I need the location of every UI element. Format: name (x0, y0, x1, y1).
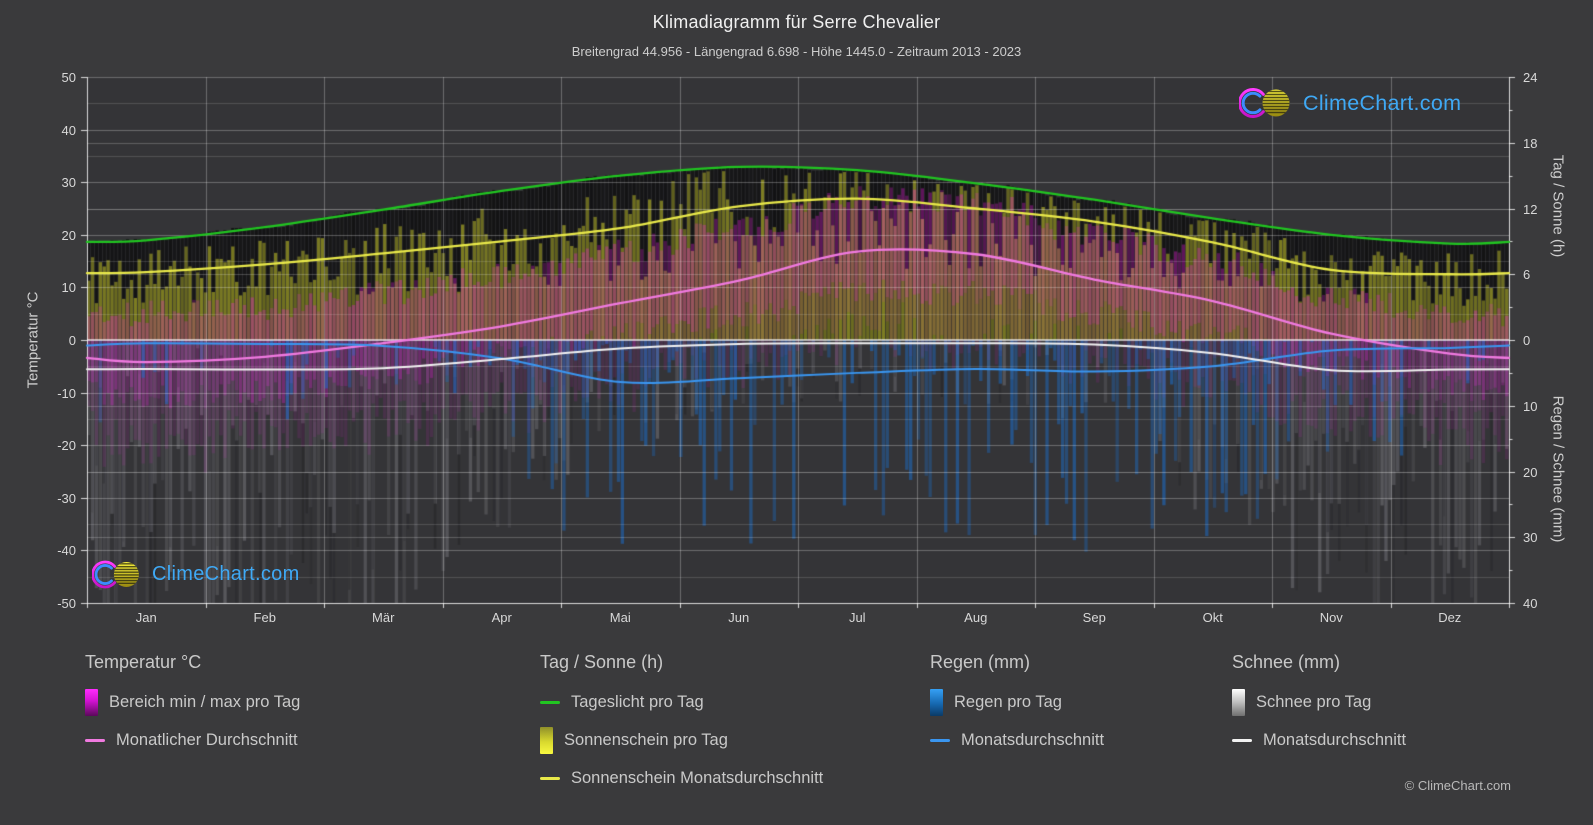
y-axis-tick-label-temperature: -10 (57, 385, 76, 401)
y-axis-tick-label-temperature: 30 (61, 175, 76, 191)
y-axis-tick-label-sun-hours: 6 (1523, 267, 1531, 283)
legend-group-title: Tag / Sonne (h) (540, 652, 664, 672)
climechart-logo-icon (1239, 88, 1290, 118)
legend-item: Monatlicher Durchschnitt (85, 726, 300, 754)
climechart-logo-top-right: ClimeChart.com (1239, 83, 1461, 123)
legend-swatch-line-blue (930, 738, 950, 742)
climechart-logo-text: ClimeChart.com (1303, 90, 1462, 115)
y-axis-tick-label-temperature: -50 (57, 596, 76, 611)
climechart-logo-icon (92, 560, 139, 589)
y-axis-tick-label-sun-hours: 24 (1523, 70, 1538, 85)
y-axis-title-day-sun: Tag / Sonne (h) (1549, 154, 1567, 258)
climechart-logo-text: ClimeChart.com (152, 563, 300, 585)
y-axis-tick-label-precip-mm: 10 (1523, 398, 1538, 414)
y-axis-tick-label-precip-mm: 20 (1523, 464, 1538, 480)
x-axis-month-label: Aug (964, 610, 988, 625)
legend-item-label: Monatlicher Durchschnitt (116, 730, 298, 749)
legend-item: Sonnenschein pro Tag (540, 726, 823, 754)
legend-swatch-grad-magenta (85, 688, 98, 716)
legend-item-label: Sonnenschein Monatsdurchschnitt (571, 768, 824, 787)
legend-item-label: Sonnenschein pro Tag (564, 730, 728, 749)
y-axis-tick-label-sun-hours: 0 (1523, 333, 1531, 348)
y-axis-tick-label-temperature: -20 (57, 438, 76, 454)
y-axis-tick-label-temperature: 20 (61, 227, 76, 243)
page-subtitle: Breitengrad 44.956 - Längengrad 6.698 - … (571, 44, 1022, 59)
x-axis-month-label: Mär (372, 610, 395, 625)
legend-item-label: Tageslicht pro Tag (571, 692, 704, 711)
x-axis-month-label: Mai (609, 610, 631, 625)
legend-item-label: Regen pro Tag (954, 692, 1062, 711)
legend-item: Bereich min / max pro Tag (85, 688, 300, 716)
y-axis-tick-label-temperature: 50 (61, 70, 76, 85)
legend-item-label: Bereich min / max pro Tag (109, 692, 301, 711)
legend-group-3: Regen (mm) Regen pro Tag Monatsdurchschnit… (930, 652, 1104, 754)
x-axis-month-label: Apr (491, 610, 512, 625)
page-title: Klimadiagramm für Serre Chevalier (652, 12, 941, 32)
y-axis-tick-label-temperature: 10 (61, 280, 76, 296)
y-axis-tick-label-sun-hours: 18 (1523, 135, 1538, 151)
legend-item: Tageslicht pro Tag (540, 688, 823, 716)
y-axis-tick-label-temperature: -40 (57, 543, 76, 559)
legend-swatch-line-magenta (85, 738, 105, 742)
legend-swatch-line-green (540, 700, 560, 704)
y-axis-tick-label-sun-hours: 12 (1523, 201, 1538, 217)
y-axis-tick-label-temperature: 40 (61, 122, 76, 138)
legend-item: Regen pro Tag (930, 688, 1104, 716)
x-axis-month-label: Dez (1438, 610, 1462, 625)
legend-swatch-grad-white (1232, 688, 1245, 716)
legend-group-4: Schnee (mm) Schnee pro Tag Monatsdurchschn… (1232, 652, 1406, 754)
legend-item: Sonnenschein Monatsdurchschnitt (540, 764, 823, 792)
legend-item: Monatsdurchschnitt (930, 726, 1104, 754)
y-axis-tick-label-temperature: -30 (57, 490, 76, 506)
y-axis-tick-label-temperature: 0 (68, 333, 76, 348)
legend-swatch-grad-blue (930, 688, 943, 716)
legend-swatch-line-white (1232, 738, 1252, 742)
legend-group-1: Temperatur °C Bereich min / max pro Tag Mo… (85, 652, 300, 754)
legend-item-label: Monatsdurchschnitt (961, 730, 1105, 749)
climechart-logo-bottom-left: ClimeChart.com (92, 556, 300, 593)
x-axis-month-label: Sep (1082, 610, 1106, 625)
x-axis-month-label: Jul (848, 610, 866, 625)
x-axis-month-label: Feb (253, 610, 276, 625)
legend-group-title: Regen (mm) (930, 652, 1031, 672)
legend-group-title: Temperatur °C (85, 652, 202, 672)
legend-item: Monatsdurchschnitt (1232, 726, 1406, 754)
legend-item-label: Monatsdurchschnitt (1263, 730, 1407, 749)
x-axis-month-label: Okt (1202, 610, 1223, 625)
legend-group-title: Schnee (mm) (1232, 652, 1341, 672)
legend-item-label: Schnee pro Tag (1256, 692, 1372, 711)
legend-item: Schnee pro Tag (1232, 688, 1406, 716)
y-axis-title-rain-snow: Regen / Schnee (mm) (1549, 395, 1567, 543)
legend-group-2: Tag / Sonne (h) Tageslicht pro Tag Sonnens… (540, 652, 823, 792)
x-axis-month-label: Jun (728, 610, 750, 625)
y-axis-tick-label-precip-mm: 40 (1523, 596, 1538, 611)
y-axis-tick-label-precip-mm: 30 (1523, 530, 1538, 546)
copyright-note: © ClimeChart.com (1404, 778, 1511, 793)
x-axis-month-label: Nov (1319, 610, 1343, 625)
x-axis-month-label: Jan (135, 610, 157, 625)
legend-swatch-grad-yellow (540, 726, 553, 754)
legend-swatch-line-yellow (540, 776, 560, 780)
